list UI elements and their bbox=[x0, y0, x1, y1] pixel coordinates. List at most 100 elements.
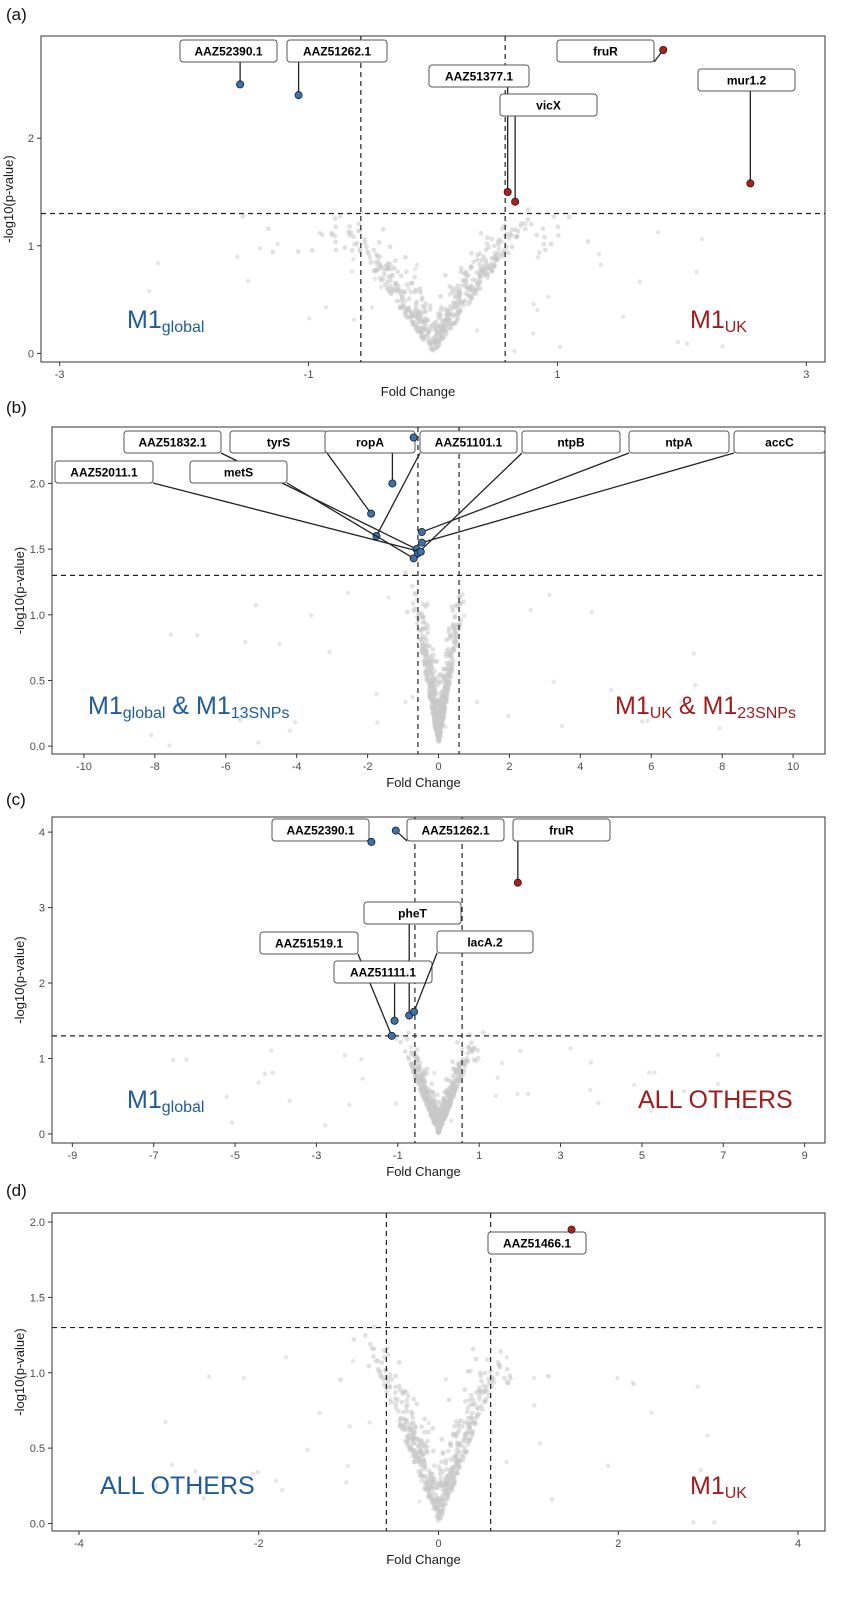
background-point bbox=[637, 279, 642, 284]
background-point bbox=[430, 339, 435, 345]
background-point bbox=[532, 1403, 537, 1408]
background-point bbox=[507, 1373, 513, 1379]
background-point bbox=[464, 1055, 470, 1061]
group-label-main2: M1 bbox=[196, 692, 231, 720]
x-tick-label: -8 bbox=[150, 761, 160, 773]
group-label-sub2: 13SNPs bbox=[231, 705, 290, 722]
left-group-label: M1global bbox=[127, 1086, 204, 1116]
background-point bbox=[525, 207, 531, 213]
label-box bbox=[419, 430, 518, 454]
point-label: ntpB bbox=[557, 436, 585, 450]
background-point bbox=[474, 328, 480, 333]
group-label-sub: UK bbox=[725, 319, 748, 336]
background-point bbox=[470, 1346, 476, 1352]
background-point bbox=[720, 344, 725, 349]
background-point bbox=[440, 1451, 446, 1456]
background-point bbox=[448, 1457, 453, 1462]
background-point bbox=[277, 641, 282, 647]
y-tick-label: 0.0 bbox=[30, 1518, 45, 1530]
background-point bbox=[431, 700, 436, 706]
background-point bbox=[235, 254, 240, 260]
background-point bbox=[432, 712, 438, 718]
background-point bbox=[360, 1076, 365, 1081]
background-point bbox=[478, 230, 484, 236]
background-point bbox=[699, 236, 705, 242]
background-point bbox=[460, 1457, 466, 1463]
x-tick-label: 9 bbox=[802, 1150, 808, 1162]
background-point bbox=[402, 1048, 408, 1054]
point-label: AAZ51377.1 bbox=[445, 70, 513, 84]
background-point bbox=[269, 1048, 274, 1053]
background-point bbox=[398, 273, 404, 279]
background-point bbox=[649, 1410, 654, 1415]
background-point bbox=[512, 349, 517, 354]
background-point bbox=[445, 1493, 450, 1499]
background-point bbox=[445, 1448, 451, 1454]
background-point bbox=[371, 268, 377, 274]
background-point bbox=[589, 610, 594, 615]
background-point bbox=[403, 1404, 409, 1410]
background-point bbox=[425, 666, 430, 672]
background-point bbox=[440, 1487, 445, 1493]
label-connector bbox=[421, 452, 630, 533]
background-point bbox=[522, 226, 528, 232]
label-box bbox=[628, 430, 730, 454]
background-point bbox=[509, 232, 514, 238]
background-point bbox=[323, 304, 329, 310]
background-point bbox=[412, 1457, 418, 1463]
background-point bbox=[504, 1366, 510, 1372]
background-point bbox=[253, 603, 259, 608]
background-point bbox=[368, 260, 374, 265]
background-point bbox=[437, 1509, 443, 1515]
background-point bbox=[408, 1445, 414, 1450]
background-point bbox=[515, 1091, 520, 1097]
background-point bbox=[367, 255, 373, 261]
background-point bbox=[418, 290, 424, 295]
background-point bbox=[448, 1472, 454, 1478]
background-point bbox=[439, 1436, 445, 1442]
background-point bbox=[479, 268, 484, 274]
background-point bbox=[404, 282, 410, 287]
background-point bbox=[366, 251, 371, 257]
background-point bbox=[455, 1423, 461, 1429]
background-point bbox=[366, 1363, 372, 1369]
background-point bbox=[482, 1399, 487, 1405]
x-tick-label: -3 bbox=[312, 1150, 322, 1162]
x-tick-label: 10 bbox=[787, 761, 799, 773]
significant-point bbox=[391, 826, 400, 835]
background-point bbox=[435, 1499, 440, 1505]
background-point bbox=[245, 278, 251, 284]
background-point bbox=[456, 303, 462, 309]
x-tick-label: -2 bbox=[254, 1538, 264, 1550]
background-point bbox=[491, 1379, 497, 1385]
background-point bbox=[376, 239, 382, 245]
background-point bbox=[170, 1057, 176, 1063]
background-point bbox=[698, 1467, 703, 1473]
background-point bbox=[475, 1406, 481, 1412]
background-point bbox=[448, 1086, 454, 1092]
background-point bbox=[441, 666, 447, 672]
y-axis-title: -log10(p-value) bbox=[1, 155, 16, 242]
x-tick-label: 1 bbox=[554, 369, 560, 381]
group-label-connector: & bbox=[165, 692, 196, 720]
background-point bbox=[717, 726, 722, 731]
background-point bbox=[412, 1449, 418, 1454]
background-point bbox=[308, 613, 314, 618]
background-point bbox=[317, 1410, 322, 1416]
background-point bbox=[395, 1408, 401, 1414]
background-point bbox=[691, 1519, 696, 1525]
background-point bbox=[430, 658, 436, 664]
x-tick-label: -1 bbox=[304, 369, 314, 381]
background-point bbox=[369, 305, 375, 310]
background-point bbox=[472, 287, 478, 293]
background-point bbox=[448, 1098, 454, 1104]
background-point bbox=[256, 740, 261, 745]
background-point bbox=[522, 221, 528, 227]
label-box bbox=[324, 430, 416, 454]
background-point bbox=[417, 1499, 422, 1504]
background-point bbox=[404, 609, 410, 615]
group-label-main: ALL OTHERS bbox=[100, 1472, 255, 1500]
background-point bbox=[414, 299, 420, 305]
background-point bbox=[496, 246, 502, 252]
background-point bbox=[275, 241, 280, 247]
